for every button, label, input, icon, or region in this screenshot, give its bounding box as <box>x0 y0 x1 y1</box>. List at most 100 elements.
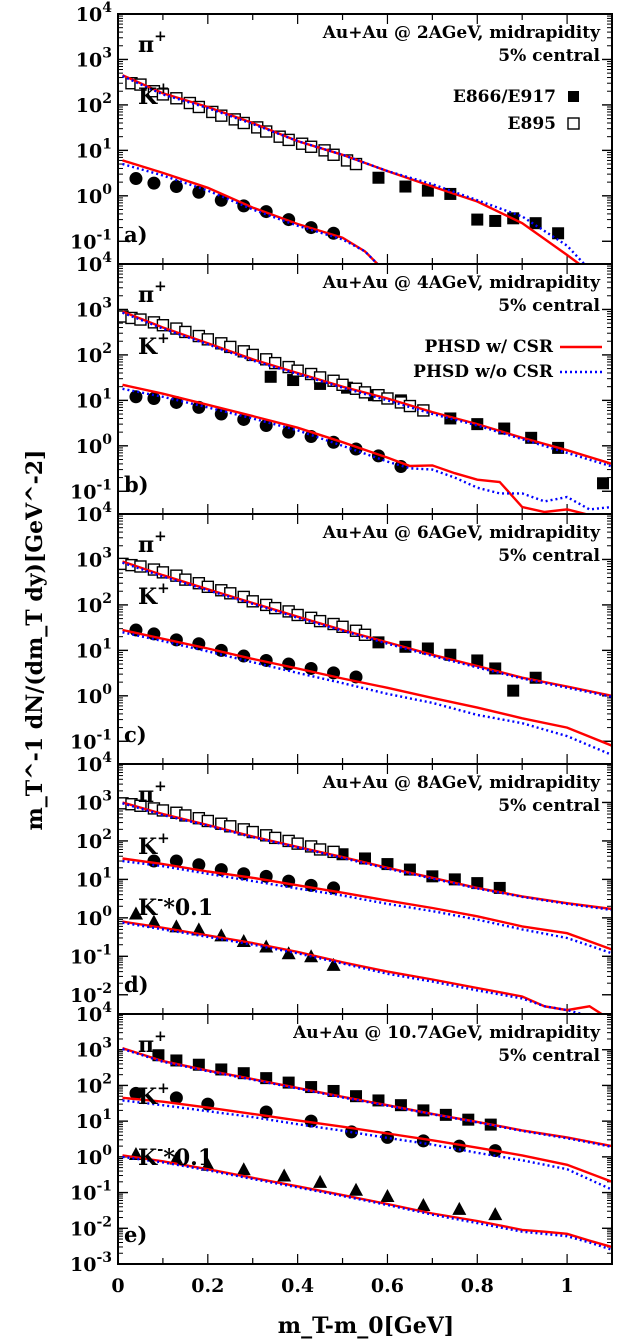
legend-marker-e866 <box>568 91 579 102</box>
particle-label: π+ <box>138 277 167 308</box>
panel-d: 10-2 10-1 100 101 102 103 104 Au+Au @ 8AGeV, mi… <box>70 750 613 1015</box>
panel-tag: a) <box>124 222 148 247</box>
y-tick-label: 100 <box>76 904 112 930</box>
data-point-square-open <box>179 325 192 339</box>
particle-label: K+ <box>138 1079 170 1110</box>
x-tick-label: 0.4 <box>281 1275 314 1297</box>
y-tick-label: 10-1 <box>70 942 112 968</box>
particle-label: K-*0.1 <box>138 890 213 921</box>
curve-without-csr <box>122 921 586 1014</box>
x-tick-label: 0 <box>111 1275 124 1297</box>
panel-b: 10-1 100 101 102 103 104 Au+Au @ 4AGeV, midrap… <box>70 250 613 515</box>
data-point-square-filled <box>529 217 542 230</box>
curve-without-csr <box>122 1047 612 1149</box>
data-point-circle <box>192 858 206 872</box>
series-group <box>122 74 586 264</box>
y-tick-label: 103 <box>76 545 112 571</box>
data-point-circle <box>129 1086 143 1100</box>
curve-with-csr <box>122 74 582 264</box>
y-tick-label: 10-2 <box>70 981 112 1007</box>
data-point-triangle <box>313 1174 328 1188</box>
y-tick-label: 104 <box>76 750 112 776</box>
particle-label: K+ <box>138 829 170 860</box>
panel-title: Au+Au @ 10.7AGeV, midrapidity <box>292 1023 601 1043</box>
y-tick-label: 100 <box>76 1143 112 1169</box>
y-tick-label: 101 <box>76 865 112 891</box>
y-tick-label: 102 <box>76 1071 112 1097</box>
data-point-circle <box>129 172 143 186</box>
y-tick-label: 10-3 <box>70 1250 112 1276</box>
curve-without-csr <box>122 162 380 264</box>
y-tick-label: 102 <box>76 341 112 367</box>
y-tick-label: 101 <box>76 136 112 162</box>
panel-e: 10-3 10-2 10-1 100 101 102 103 104 Au+Au @ 10.7A… <box>70 1000 613 1276</box>
panel-tag: e) <box>124 1222 147 1247</box>
y-tick-label: 103 <box>76 788 112 814</box>
panel-tag: b) <box>124 472 149 497</box>
panel-subtitle: 5% central <box>498 796 600 816</box>
curve-with-csr <box>122 920 604 1014</box>
curve-without-csr <box>122 802 612 912</box>
y-tick-label: 101 <box>76 386 112 412</box>
data-point-circle <box>282 425 296 439</box>
legend-label-with-csr: PHSD w/ CSR <box>425 337 554 357</box>
y-tick-label: 100 <box>76 682 112 708</box>
data-point-square-filled <box>399 180 412 193</box>
data-point-triangle <box>416 1197 431 1211</box>
y-tick-label: 10-2 <box>70 1214 112 1240</box>
curve-with-csr <box>122 383 590 514</box>
curve-with-csr <box>122 310 612 466</box>
data-point-circle <box>192 185 206 199</box>
curve-with-csr <box>122 1096 612 1183</box>
data-point-square-open <box>327 845 340 859</box>
legend-marker-e895 <box>567 117 580 130</box>
data-point-circle <box>169 180 183 194</box>
data-point-triangle <box>277 1168 292 1182</box>
y-axis-title: m_T^-1 dN/(dm_T dy)[GeV^-2] <box>22 450 48 831</box>
curve-without-csr <box>122 1099 612 1191</box>
panel-a: 10-1 100 101 102 103 104 Au+Au @ 2AGeV, midrap… <box>70 0 613 265</box>
legend-label-e866: E866/E917 <box>453 87 556 107</box>
data-point-circle <box>147 176 161 190</box>
panel-tag: d) <box>124 972 149 997</box>
y-tick-label: 104 <box>76 1000 112 1026</box>
y-tick-label: 102 <box>76 827 112 853</box>
y-tick-label: 10-1 <box>70 477 112 503</box>
y-tick-label: 10-1 <box>70 227 112 253</box>
curve-with-csr <box>122 857 612 951</box>
data-point-square-filled <box>507 684 520 697</box>
curve-without-csr <box>122 387 612 511</box>
x-tick-label: 0.2 <box>191 1275 224 1297</box>
panel-subtitle: 5% central <box>498 1046 600 1066</box>
panel-c: 10-1 100 101 102 103 104 Au+Au @ 6AGeV, midrap… <box>70 500 613 765</box>
data-point-circle <box>214 643 228 657</box>
curve-without-csr <box>122 1155 612 1251</box>
panel-subtitle: 5% central <box>498 46 600 66</box>
data-point-triangle <box>380 1189 395 1203</box>
particle-label: π+ <box>138 527 167 558</box>
x-tick-label: 0.8 <box>461 1275 494 1297</box>
panel-title: Au+Au @ 6AGeV, midrapidity <box>322 523 601 543</box>
y-tick-label: 103 <box>76 1036 112 1062</box>
curve-with-csr <box>122 159 380 264</box>
legend-label-e895: E895 <box>508 114 556 134</box>
y-tick-label: 10-1 <box>70 727 112 753</box>
curve-without-csr <box>122 859 612 955</box>
data-point-circle <box>129 390 143 404</box>
data-point-square-filled <box>471 654 484 667</box>
data-point-circle <box>169 854 183 868</box>
data-point-triangle <box>146 914 161 928</box>
data-point-circle <box>169 1091 183 1105</box>
data-point-circle <box>452 1139 466 1153</box>
particle-label: K+ <box>138 329 170 360</box>
particle-label: π+ <box>138 1027 167 1058</box>
curve-without-csr <box>122 561 612 698</box>
series-group <box>122 1047 612 1251</box>
curve-with-csr <box>122 628 612 747</box>
legend-label-without-csr: PHSD w/o CSR <box>413 362 554 382</box>
particle-label: π+ <box>138 777 167 808</box>
data-point-triangle <box>326 957 341 971</box>
y-tick-label: 103 <box>76 295 112 321</box>
panel-title: Au+Au @ 2AGeV, midrapidity <box>322 23 601 43</box>
panel-title: Au+Au @ 8AGeV, midrapidity <box>322 773 601 793</box>
